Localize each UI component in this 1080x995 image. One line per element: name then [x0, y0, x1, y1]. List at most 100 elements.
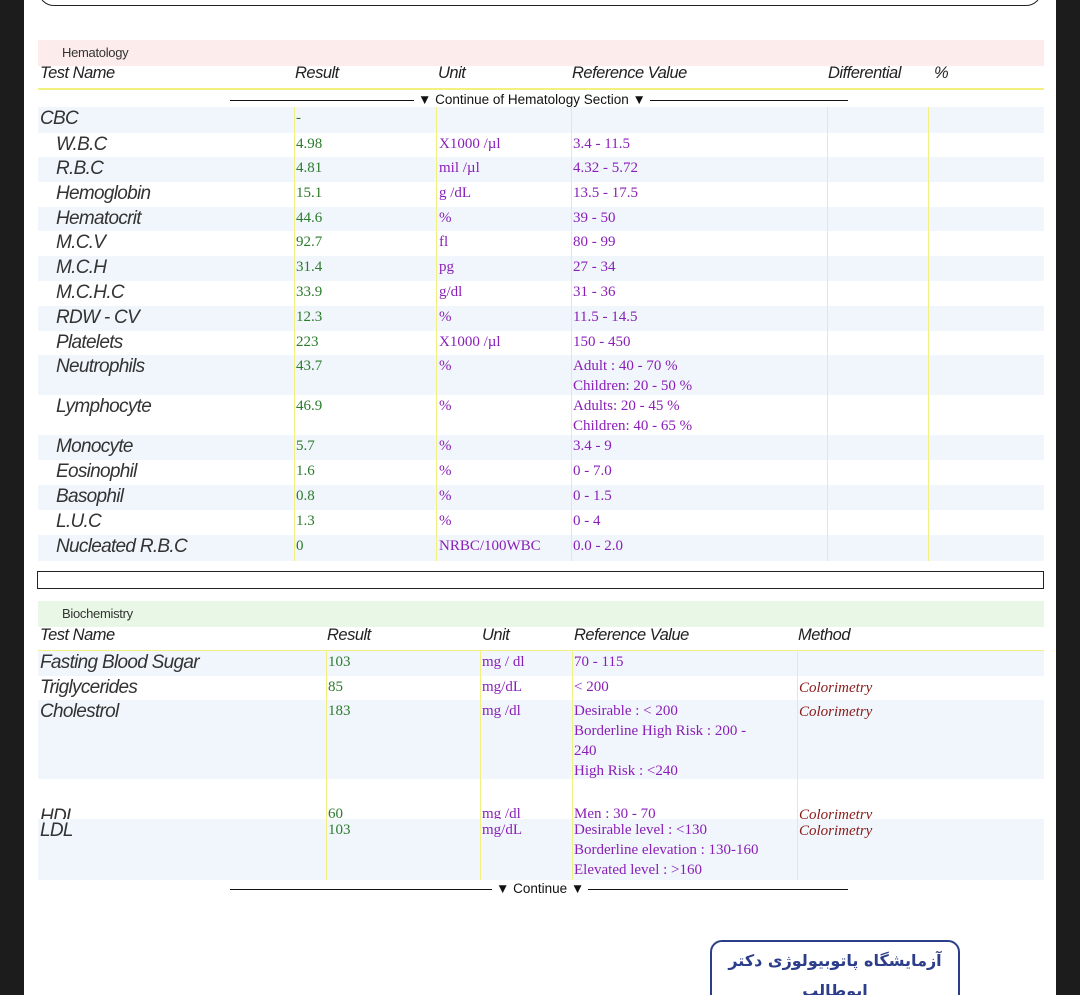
- reference-line: 3.4 - 11.5: [573, 136, 630, 152]
- result-value: 85: [328, 679, 343, 695]
- column-divider: [436, 107, 437, 561]
- col-method: Method: [798, 626, 851, 644]
- test-name: M.C.H: [56, 257, 107, 278]
- reference-value: 0 - 1.5: [573, 486, 612, 506]
- test-name: Hematocrit: [56, 208, 142, 229]
- reference-value: 0 - 4: [573, 511, 601, 531]
- reference-line: 80 - 99: [573, 234, 616, 250]
- table-row: Basophil 0.8% 0 - 1.5: [38, 485, 1044, 510]
- continue-divider: ▼ Continue ▼: [230, 881, 848, 897]
- table-row: RDW - CV 12.3% 11.5 - 14.5: [38, 306, 1044, 331]
- unit-value: X1000 /µl: [439, 136, 501, 152]
- col-reference: Reference Value: [574, 626, 689, 644]
- col-percent: %: [934, 64, 949, 82]
- result-value: 183: [328, 703, 351, 719]
- unit-value: %: [439, 309, 452, 325]
- reference-line: < 200: [574, 679, 609, 695]
- test-name: Platelets: [56, 332, 123, 353]
- reference-line: 0 - 7.0: [573, 463, 612, 479]
- method-value: Colorimetry: [799, 823, 873, 839]
- col-unit: Unit: [482, 626, 510, 644]
- unit-value: mg / dl: [482, 654, 525, 670]
- result-value: 0.8: [296, 488, 315, 504]
- reference-line: Men : 30 - 70: [574, 806, 656, 822]
- test-name: Fasting Blood Sugar: [40, 652, 200, 673]
- reference-value: 39 - 50: [573, 208, 616, 228]
- test-name: W.B.C: [56, 134, 107, 155]
- table-row: M.C.H 31.4 pg 27 - 34: [38, 256, 1044, 281]
- table-row: Platelets 223 X1000 /µl 150 - 450: [38, 331, 1044, 355]
- table-row: W.B.C 4.98 X1000 /µl 3.4 - 11.5: [38, 133, 1044, 157]
- table-row: Hemoglobin 15.1 g /dL 13.5 - 17.5: [38, 182, 1044, 207]
- reference-value: 13.5 - 17.5: [573, 183, 638, 203]
- result-value: 103: [328, 654, 351, 670]
- test-name: RDW - CV: [56, 307, 140, 328]
- table-row: Triglycerides 85 mg/dL < 200 Colorimetry: [38, 676, 1044, 700]
- column-divider: [827, 107, 828, 561]
- lab-stamp: آزمایشگاه پاتوبیولوژی دکتر ابوطالب: [710, 940, 960, 995]
- test-name: CBC: [40, 108, 79, 129]
- unit-value: mg /dl: [482, 703, 521, 719]
- table-row: Cholestrol 183 mg /dl Desirable : < 200 Bord…: [38, 700, 1044, 779]
- top-frame: [38, 0, 1042, 6]
- reference-line: Children: 20 - 50 %: [573, 378, 693, 394]
- reference-value: Desirable level : <130 Borderline elevati…: [574, 820, 759, 880]
- column-divider: [480, 651, 481, 880]
- result-value: 43.7: [296, 358, 323, 374]
- biochemistry-header-row: Test Name Result Unit Reference Value Me…: [38, 626, 1044, 652]
- result-value: 5.7: [296, 438, 315, 454]
- reference-line: 11.5 - 14.5: [573, 309, 638, 325]
- reference-value: < 200: [574, 677, 609, 697]
- reference-line: Children: 40 - 65 %: [573, 418, 693, 434]
- method-value: Colorimetry: [799, 680, 873, 696]
- reference-line: 39 - 50: [573, 210, 616, 226]
- reference-line: Borderline High Risk : 200 -: [574, 723, 747, 739]
- result-value: 60: [328, 806, 343, 822]
- reference-value: 70 - 115: [574, 652, 623, 672]
- reference-value: 150 - 450: [573, 332, 631, 352]
- reference-line: Elevated level : >160: [574, 862, 702, 878]
- result-value: 223: [296, 334, 319, 350]
- column-divider: [294, 107, 295, 561]
- section-separator-box: [37, 571, 1044, 589]
- test-name: LDL: [40, 820, 73, 841]
- table-row: Eosinophil 1.6% 0 - 7.0: [38, 460, 1044, 485]
- unit-value: pg: [439, 259, 454, 275]
- test-name: Cholestrol: [40, 701, 119, 722]
- reference-line: 0.0 - 2.0: [573, 538, 623, 554]
- reference-value: Adults: 20 - 45 % Children: 40 - 65 %: [573, 396, 692, 436]
- reference-line: 0 - 4: [573, 513, 601, 529]
- table-row: LDL 103 mg/dL Desirable level : <130 Borderl…: [38, 819, 1044, 880]
- table-row: Neutrophils 43.7% Adult : 40 - 70 % Childre…: [38, 355, 1044, 395]
- table-row: M.C.H.C 33.9 g/dl 31 - 36: [38, 281, 1044, 306]
- reference-line: Desirable level : <130: [574, 822, 708, 838]
- unit-value: NRBC/100WBC: [439, 538, 541, 554]
- test-name: L.U.C: [56, 511, 102, 532]
- reference-value: Adult : 40 - 70 % Children: 20 - 50 %: [573, 356, 692, 396]
- table-row: M.C.V 92.7 fl 80 - 99: [38, 231, 1044, 256]
- column-divider: [928, 107, 929, 561]
- test-name: M.C.H.C: [56, 282, 125, 303]
- method-value: Colorimetry: [799, 704, 873, 720]
- col-differential: Differential: [828, 64, 901, 82]
- table-row: CBC -: [38, 107, 1044, 133]
- result-value: 46.9: [296, 398, 323, 414]
- unit-value: X1000 /µl: [439, 334, 501, 350]
- reference-line: Desirable : < 200: [574, 703, 678, 719]
- reference-value: 11.5 - 14.5: [573, 307, 637, 327]
- continue-hematology-divider: ▼ Continue of Hematology Section ▼: [230, 92, 848, 108]
- lab-report-page: Hematology Test Name Result Unit Referen…: [24, 0, 1056, 995]
- result-value: 4.98: [296, 136, 323, 152]
- col-reference: Reference Value: [572, 64, 687, 82]
- test-name: Hemoglobin: [56, 183, 151, 204]
- unit-value: %: [439, 513, 452, 529]
- test-name: Triglycerides: [40, 677, 138, 698]
- biochemistry-section-title: Biochemistry: [38, 601, 1044, 627]
- reference-line: 3.4 - 9: [573, 438, 612, 454]
- unit-value: mg/dL: [482, 679, 522, 695]
- reference-value: 80 - 99: [573, 232, 616, 252]
- column-divider: [571, 107, 572, 561]
- reference-line: Borderline elevation : 130-160: [574, 842, 759, 858]
- col-test-name: Test Name: [40, 626, 115, 644]
